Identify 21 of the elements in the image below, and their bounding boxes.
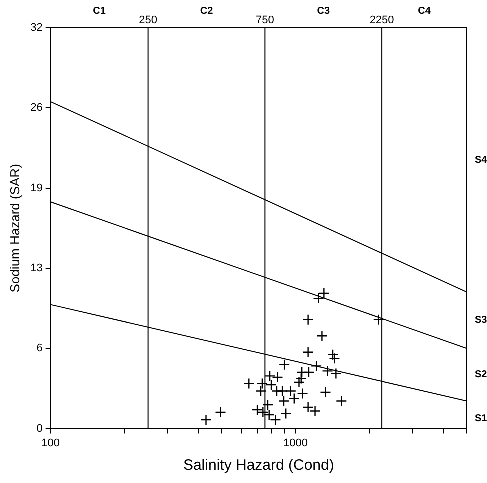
ref-line-label: 2250 [370,14,394,27]
y-tick-label: 6 [36,342,43,355]
y-axis-title: Sodium Hazard (SAR) [7,164,22,293]
y-tick-label: 19 [30,182,43,194]
text: C2 [200,6,214,17]
text: S2 [475,370,487,381]
text: S4 [475,154,487,166]
text: C1 [93,6,106,17]
y-tick-label: 26 [30,102,43,114]
y-tick-label: 32 [30,22,43,34]
x-axis-title: Salinity Hazard (Cond) [183,457,334,474]
text: C4 [418,6,432,17]
y-tick-label: 13 [30,262,43,275]
y-tick-label: 0 [36,422,43,435]
text: S3 [475,315,487,326]
x-tick-label: 1000 [284,437,308,450]
ref-line-label: 250 [139,14,158,27]
ref-line-label: 750 [256,14,274,27]
text: S1 [475,414,487,425]
x-tick-label: 100 [42,437,60,450]
text: C3 [317,6,330,17]
